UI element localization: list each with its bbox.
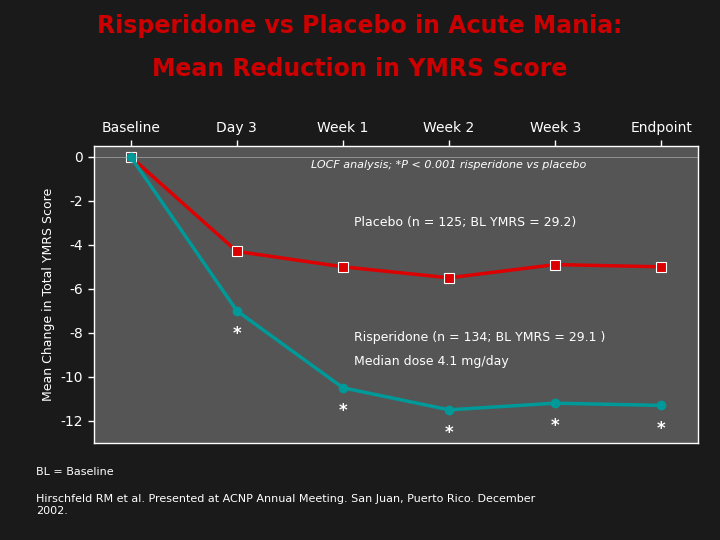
Text: *: * [338,402,347,420]
Text: Placebo (n = 125; BL YMRS = 29.2): Placebo (n = 125; BL YMRS = 29.2) [354,217,576,230]
Text: *: * [551,417,559,435]
Text: Hirschfeld RM et al. Presented at ACNP Annual Meeting. San Juan, Puerto Rico. De: Hirschfeld RM et al. Presented at ACNP A… [36,494,535,516]
Text: *: * [657,420,665,438]
Text: Median dose 4.1 mg/day: Median dose 4.1 mg/day [354,355,508,368]
Text: LOCF analysis; *P < 0.001 risperidone vs placebo: LOCF analysis; *P < 0.001 risperidone vs… [311,160,586,170]
Text: *: * [233,325,241,343]
Text: Mean Reduction in YMRS Score: Mean Reduction in YMRS Score [153,57,567,80]
Text: Risperidone (n = 134; BL YMRS = 29.1 ): Risperidone (n = 134; BL YMRS = 29.1 ) [354,330,605,343]
Text: Risperidone vs Placebo in Acute Mania:: Risperidone vs Placebo in Acute Mania: [97,14,623,37]
Text: *: * [445,424,454,442]
Text: BL = Baseline: BL = Baseline [36,467,114,477]
Y-axis label: Mean Change in Total YMRS Score: Mean Change in Total YMRS Score [42,188,55,401]
